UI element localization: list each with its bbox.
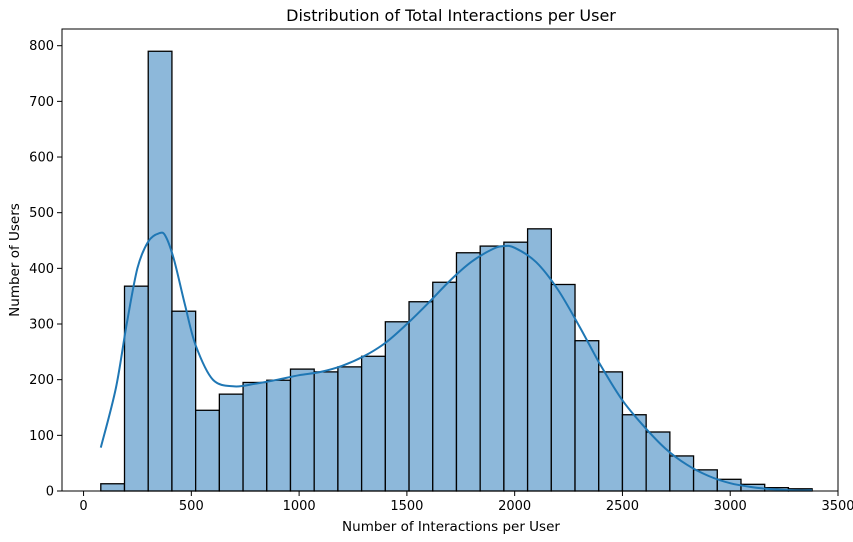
kde-curve: [99, 231, 813, 492]
y-tick-label: 500: [29, 206, 54, 221]
histogram-bar: [100, 483, 126, 492]
x-tick-label: 2500: [606, 499, 639, 514]
y-axis: 0 100 200 300 400 500 600 700 800: [29, 39, 62, 500]
histogram-bar: [503, 241, 529, 492]
histogram-bar: [384, 321, 410, 492]
x-tick-label: 1000: [283, 499, 316, 514]
histogram-bar: [526, 228, 552, 492]
histogram-bar: [242, 381, 268, 492]
y-tick-label: 300: [29, 318, 54, 333]
histogram-bar: [194, 409, 221, 492]
histogram-bar: [598, 371, 624, 492]
x-axis-label: Number of Interactions per User: [342, 519, 560, 535]
histogram-bar: [337, 366, 363, 492]
histogram-bar: [550, 283, 576, 492]
histogram-bar: [455, 252, 481, 492]
histogram-bar: [218, 393, 244, 492]
x-tick-label: 3000: [714, 499, 747, 514]
x-axis: 0 500 1000 1500 2000 2500 3000 3500: [79, 491, 853, 514]
histogram-bar: [313, 371, 339, 492]
histogram-bar: [360, 355, 386, 492]
histogram-bar: [266, 379, 292, 492]
histogram-bar: [171, 310, 197, 492]
histogram-bar: [408, 301, 434, 492]
y-tick-label: 400: [29, 262, 54, 277]
y-tick-label: 100: [29, 429, 54, 444]
histogram-bars: [100, 50, 813, 492]
x-tick-label: 2000: [498, 499, 531, 514]
x-tick-label: 0: [79, 499, 87, 514]
plot-frame: [61, 28, 839, 492]
chart-title: Distribution of Total Interactions per U…: [286, 6, 616, 25]
histogram-bar: [289, 368, 315, 492]
y-tick-label: 600: [29, 151, 54, 166]
histogram-bar: [479, 245, 505, 492]
y-tick-label: 200: [29, 373, 54, 388]
y-tick-label: 0: [46, 485, 54, 500]
histogram-bar: [432, 281, 458, 492]
x-tick-label: 3500: [821, 499, 853, 514]
y-tick-label: 700: [29, 95, 54, 110]
x-tick-label: 500: [179, 499, 204, 514]
histogram-bar: [692, 469, 718, 492]
histogram-bar: [147, 50, 173, 492]
y-axis-label: Number of Users: [7, 203, 23, 317]
histogram-bar: [574, 340, 600, 492]
x-tick-label: 1500: [390, 499, 423, 514]
y-tick-label: 800: [29, 39, 54, 54]
